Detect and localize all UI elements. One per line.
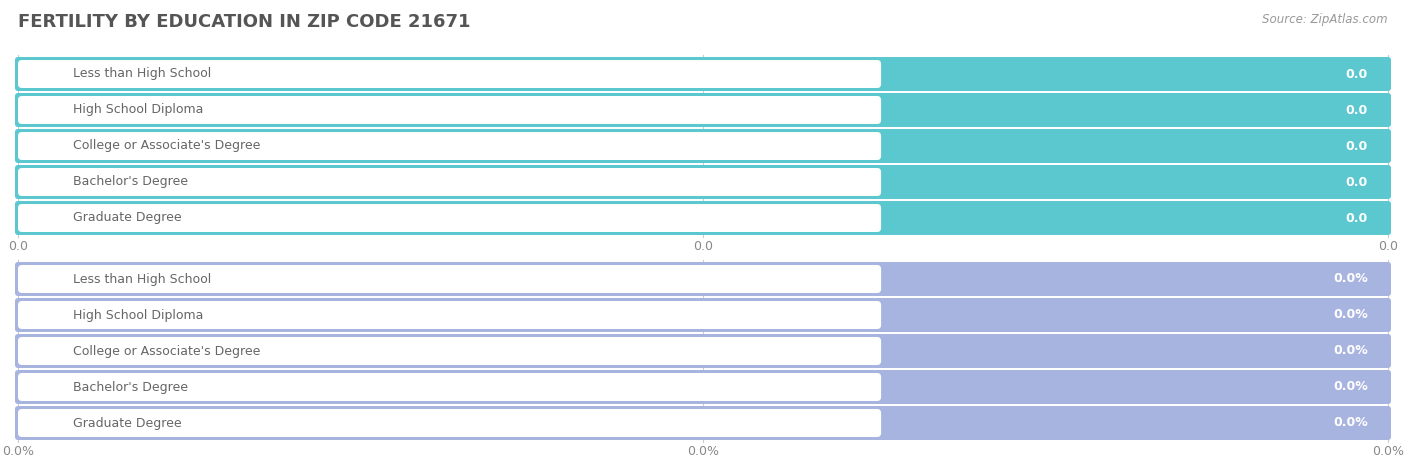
- Text: FERTILITY BY EDUCATION IN ZIP CODE 21671: FERTILITY BY EDUCATION IN ZIP CODE 21671: [18, 13, 471, 31]
- FancyBboxPatch shape: [18, 409, 882, 437]
- FancyBboxPatch shape: [15, 57, 1391, 91]
- Text: 0.0%: 0.0%: [1333, 380, 1368, 393]
- Text: Source: ZipAtlas.com: Source: ZipAtlas.com: [1263, 13, 1388, 26]
- Text: 0.0%: 0.0%: [1333, 344, 1368, 358]
- Text: 0.0: 0.0: [8, 240, 28, 253]
- FancyBboxPatch shape: [18, 204, 882, 232]
- Text: 0.0: 0.0: [1346, 175, 1368, 189]
- Text: Graduate Degree: Graduate Degree: [73, 417, 181, 429]
- Text: High School Diploma: High School Diploma: [73, 308, 204, 322]
- FancyBboxPatch shape: [18, 168, 882, 196]
- Text: 0.0: 0.0: [1346, 211, 1368, 225]
- Text: High School Diploma: High School Diploma: [73, 104, 204, 116]
- FancyBboxPatch shape: [15, 129, 1391, 163]
- FancyBboxPatch shape: [15, 165, 1391, 199]
- FancyBboxPatch shape: [15, 201, 1391, 235]
- FancyBboxPatch shape: [18, 373, 882, 401]
- Text: 0.0: 0.0: [1346, 67, 1368, 80]
- Text: 0.0%: 0.0%: [1, 445, 34, 458]
- FancyBboxPatch shape: [15, 201, 1391, 235]
- FancyBboxPatch shape: [15, 370, 1391, 404]
- Text: 0.0: 0.0: [1378, 240, 1398, 253]
- FancyBboxPatch shape: [15, 298, 1391, 332]
- FancyBboxPatch shape: [15, 129, 1391, 163]
- FancyBboxPatch shape: [18, 96, 882, 124]
- FancyBboxPatch shape: [18, 265, 882, 293]
- Text: 0.0: 0.0: [1346, 140, 1368, 152]
- Text: 0.0%: 0.0%: [1372, 445, 1405, 458]
- FancyBboxPatch shape: [15, 334, 1391, 368]
- FancyBboxPatch shape: [15, 406, 1391, 440]
- Text: College or Associate's Degree: College or Associate's Degree: [73, 344, 260, 358]
- FancyBboxPatch shape: [15, 370, 1391, 404]
- Text: 0.0%: 0.0%: [688, 445, 718, 458]
- FancyBboxPatch shape: [15, 93, 1391, 127]
- Text: Graduate Degree: Graduate Degree: [73, 211, 181, 225]
- Text: 0.0%: 0.0%: [1333, 308, 1368, 322]
- FancyBboxPatch shape: [18, 337, 882, 365]
- FancyBboxPatch shape: [15, 262, 1391, 296]
- Text: 0.0%: 0.0%: [1333, 273, 1368, 285]
- Text: Bachelor's Degree: Bachelor's Degree: [73, 175, 188, 189]
- Text: 0.0: 0.0: [693, 240, 713, 253]
- FancyBboxPatch shape: [15, 334, 1391, 368]
- FancyBboxPatch shape: [18, 301, 882, 329]
- Text: Bachelor's Degree: Bachelor's Degree: [73, 380, 188, 393]
- FancyBboxPatch shape: [18, 60, 882, 88]
- FancyBboxPatch shape: [18, 132, 882, 160]
- FancyBboxPatch shape: [15, 298, 1391, 332]
- FancyBboxPatch shape: [15, 262, 1391, 296]
- FancyBboxPatch shape: [15, 57, 1391, 91]
- FancyBboxPatch shape: [15, 93, 1391, 127]
- Text: Less than High School: Less than High School: [73, 273, 211, 285]
- Text: Less than High School: Less than High School: [73, 67, 211, 80]
- Text: 0.0%: 0.0%: [1333, 417, 1368, 429]
- Text: 0.0: 0.0: [1346, 104, 1368, 116]
- FancyBboxPatch shape: [15, 406, 1391, 440]
- FancyBboxPatch shape: [15, 165, 1391, 199]
- Text: College or Associate's Degree: College or Associate's Degree: [73, 140, 260, 152]
